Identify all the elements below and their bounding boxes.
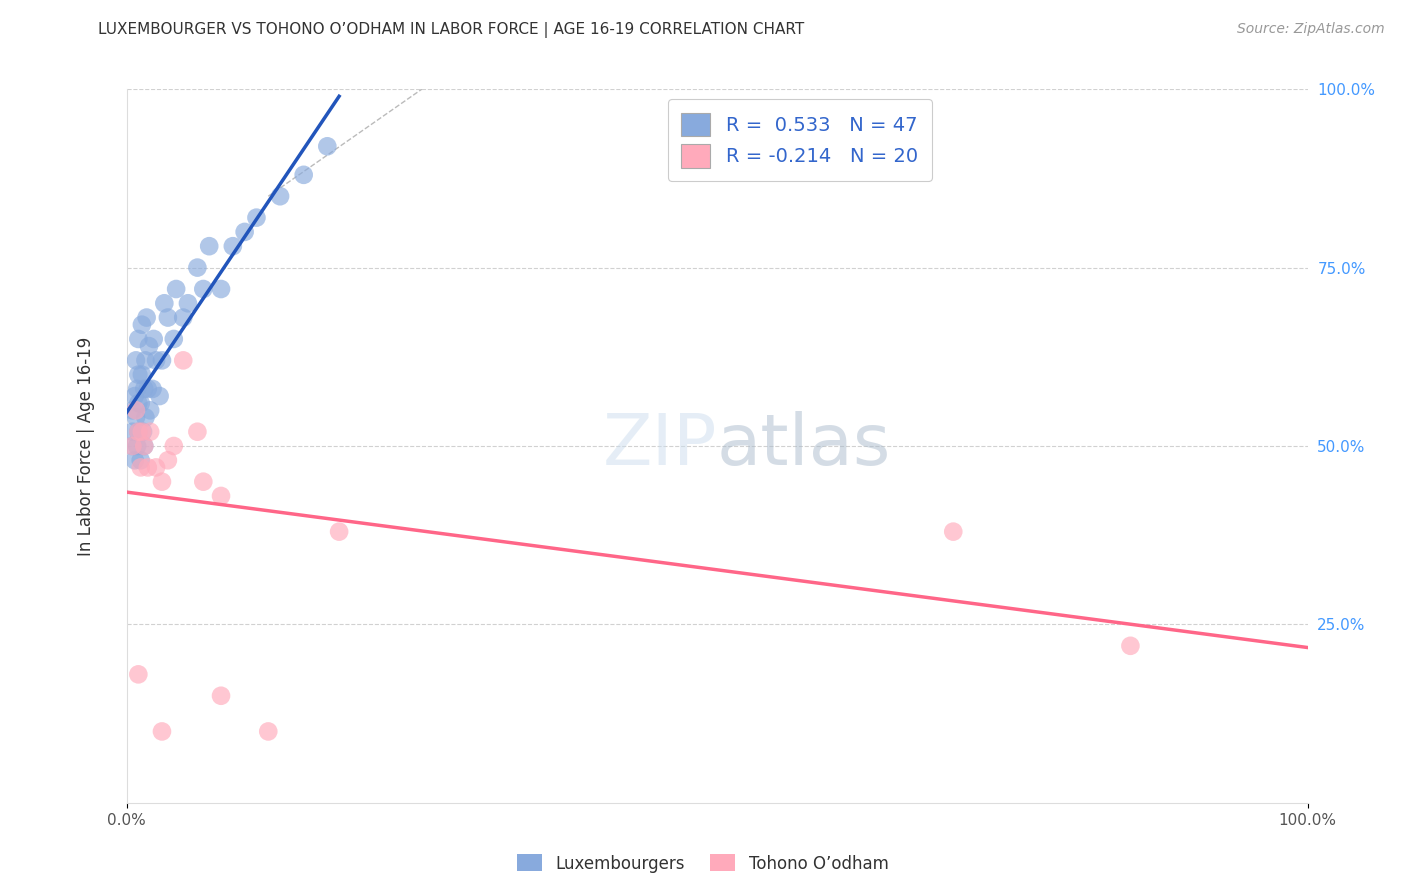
Legend: Luxembourgers, Tohono O’odham: Luxembourgers, Tohono O’odham xyxy=(510,847,896,880)
Point xyxy=(163,439,186,453)
Point xyxy=(131,425,153,439)
Point xyxy=(257,724,280,739)
Text: atlas: atlas xyxy=(717,411,891,481)
Point xyxy=(125,410,148,425)
Point xyxy=(150,475,173,489)
Text: ZIP: ZIP xyxy=(603,411,717,481)
Point xyxy=(165,282,187,296)
Point xyxy=(121,439,143,453)
Text: In Labor Force | Age 16-19: In Labor Force | Age 16-19 xyxy=(77,336,96,556)
Point xyxy=(328,524,350,539)
Point xyxy=(209,689,232,703)
Point xyxy=(186,260,208,275)
Point xyxy=(145,353,167,368)
Point xyxy=(172,310,194,325)
Point xyxy=(127,439,149,453)
Point xyxy=(134,410,156,425)
Point xyxy=(124,453,146,467)
Point xyxy=(127,667,149,681)
Point xyxy=(172,353,194,368)
Point xyxy=(134,382,156,396)
Legend: R =  0.533   N = 47, R = -0.214   N = 20: R = 0.533 N = 47, R = -0.214 N = 20 xyxy=(668,99,932,181)
Point xyxy=(125,403,148,417)
Point xyxy=(316,139,339,153)
Point xyxy=(129,453,152,467)
Point xyxy=(139,403,162,417)
Point xyxy=(127,425,149,439)
Point xyxy=(135,310,157,325)
Point xyxy=(136,382,159,396)
Point xyxy=(134,353,156,368)
Point xyxy=(131,318,153,332)
Point xyxy=(129,460,152,475)
Point xyxy=(156,453,179,467)
Point xyxy=(233,225,256,239)
Point xyxy=(163,332,186,346)
Point xyxy=(149,389,172,403)
Point xyxy=(198,239,221,253)
Point xyxy=(129,396,152,410)
Point xyxy=(124,389,146,403)
Text: Source: ZipAtlas.com: Source: ZipAtlas.com xyxy=(1237,22,1385,37)
Point xyxy=(292,168,315,182)
Text: LUXEMBOURGER VS TOHONO O’ODHAM IN LABOR FORCE | AGE 16-19 CORRELATION CHART: LUXEMBOURGER VS TOHONO O’ODHAM IN LABOR … xyxy=(98,22,804,38)
Point xyxy=(121,439,143,453)
Point xyxy=(209,489,232,503)
Point xyxy=(209,282,232,296)
Point xyxy=(127,396,149,410)
Point xyxy=(245,211,267,225)
Point xyxy=(121,425,143,439)
Point xyxy=(139,425,162,439)
Point xyxy=(134,439,156,453)
Point xyxy=(193,475,215,489)
Point xyxy=(193,282,215,296)
Point xyxy=(142,332,165,346)
Point xyxy=(127,382,149,396)
Point xyxy=(131,368,153,382)
Point xyxy=(150,724,173,739)
Point xyxy=(150,353,173,368)
Point xyxy=(127,425,149,439)
Point xyxy=(145,460,167,475)
Point xyxy=(127,368,149,382)
Point xyxy=(942,524,965,539)
Point xyxy=(138,339,160,353)
Point xyxy=(186,425,208,439)
Point xyxy=(156,310,179,325)
Point xyxy=(134,439,156,453)
Point xyxy=(136,460,159,475)
Point xyxy=(153,296,176,310)
Point xyxy=(222,239,245,253)
Point xyxy=(1119,639,1142,653)
Point xyxy=(132,425,155,439)
Point xyxy=(177,296,200,310)
Point xyxy=(141,382,163,396)
Point xyxy=(125,353,148,368)
Point xyxy=(121,403,143,417)
Point xyxy=(269,189,291,203)
Point xyxy=(127,332,149,346)
